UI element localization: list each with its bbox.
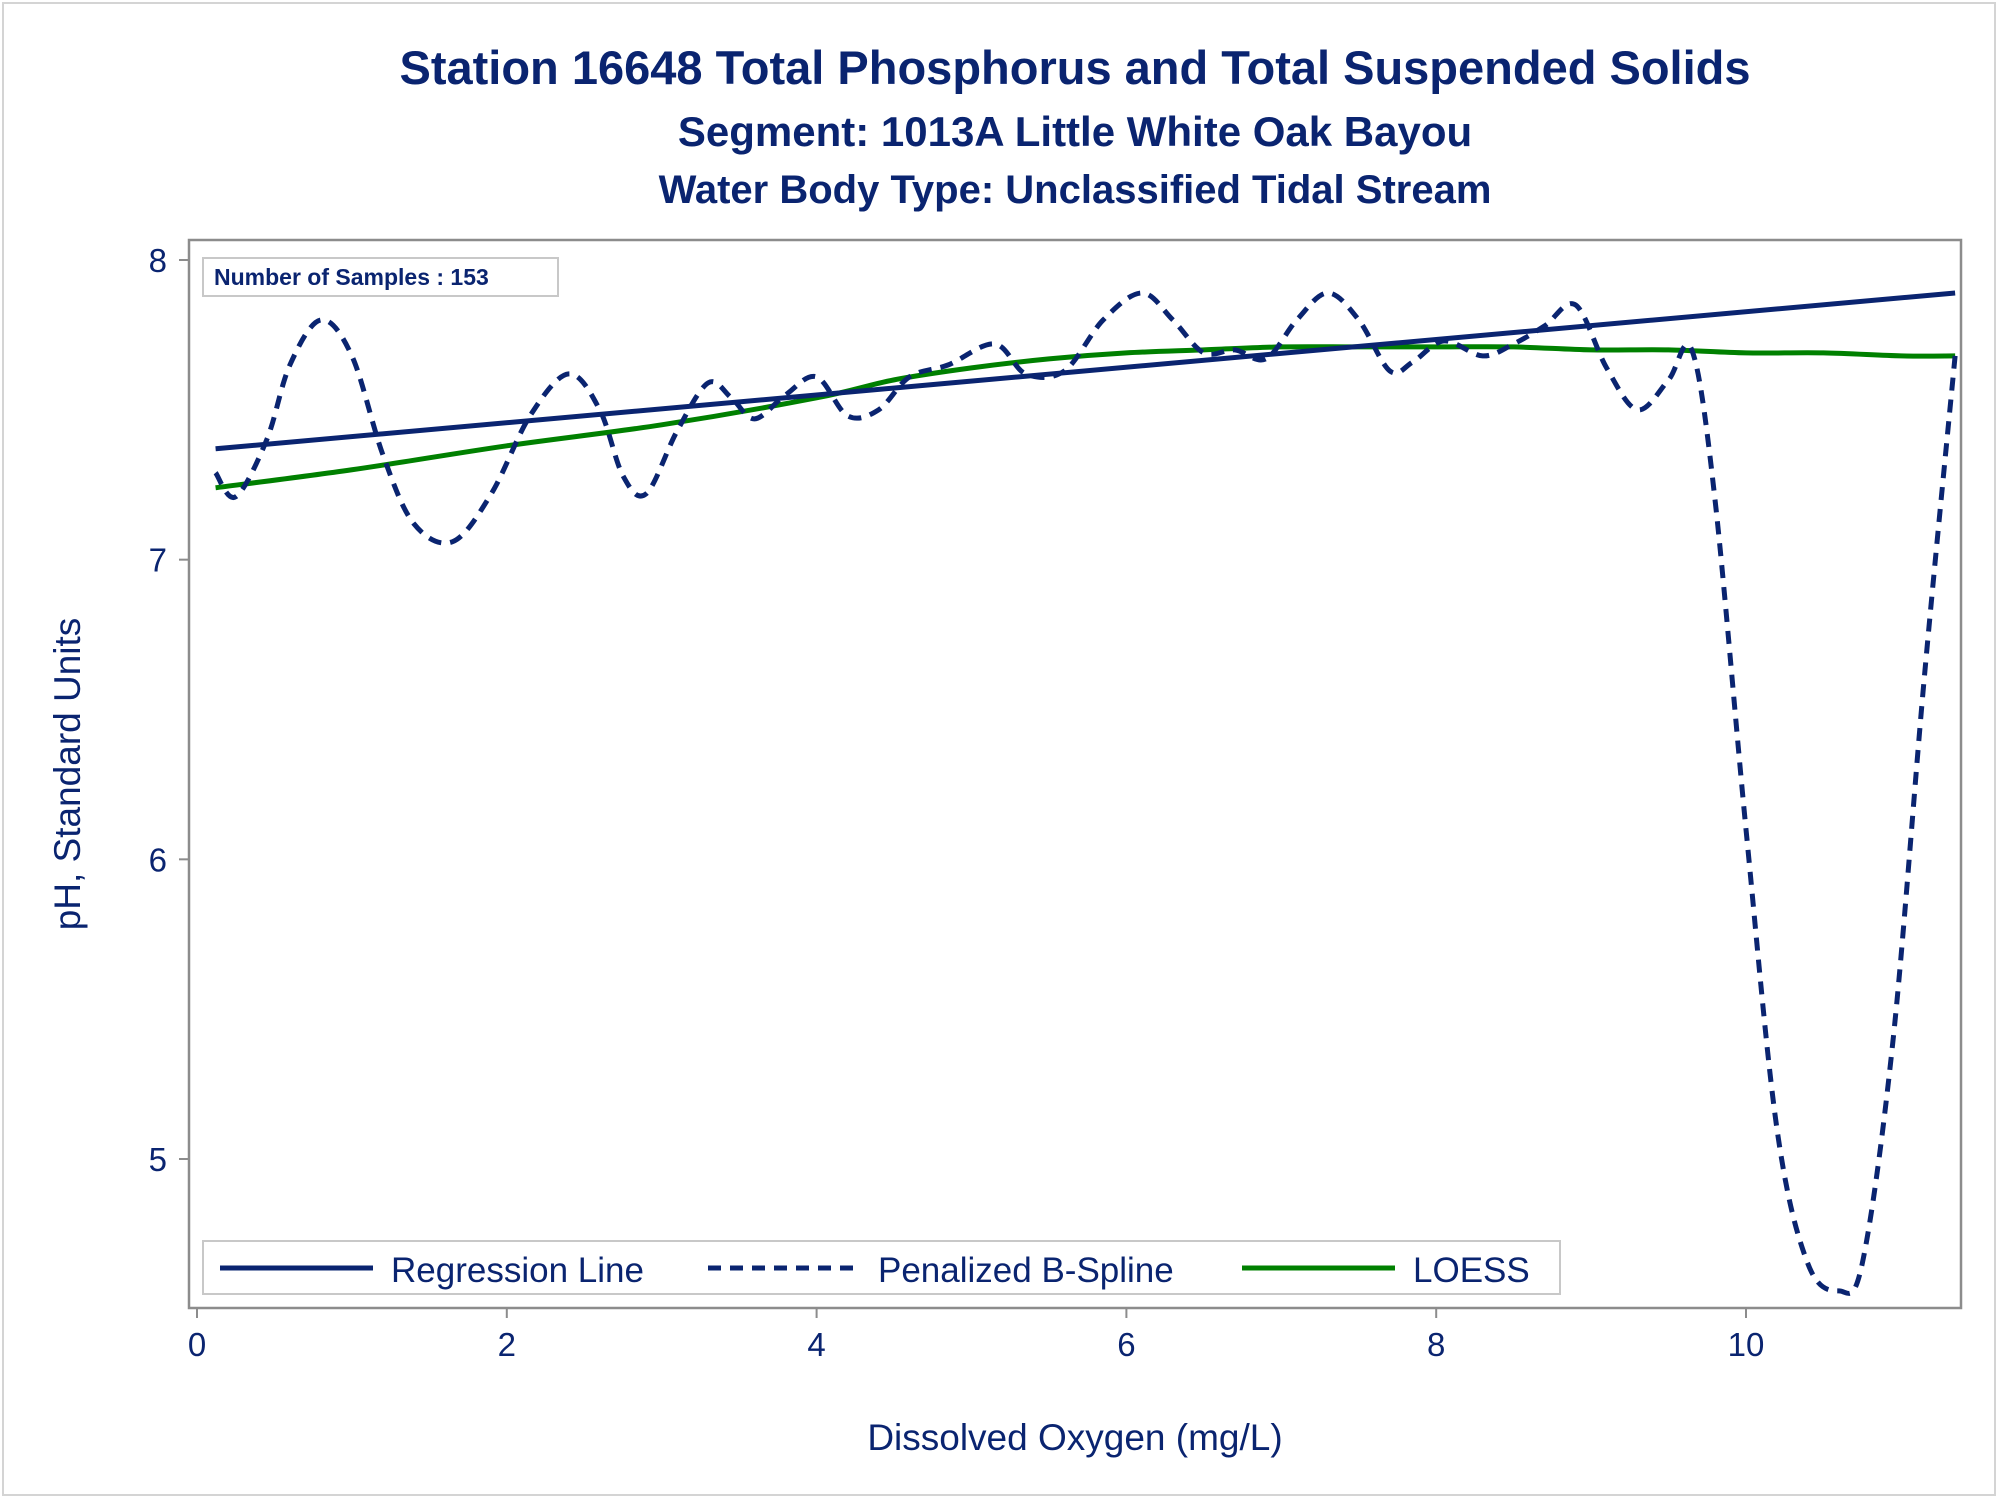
- sample-count-label: Number of Samples : 153: [214, 264, 489, 290]
- plot-area-border: [187, 238, 1963, 1310]
- x-axis-label: Dissolved Oxygen (mg/L): [867, 1417, 1282, 1458]
- legend-label-loess: LOESS: [1413, 1251, 1530, 1290]
- chart-title: Station 16648 Total Phosphorus and Total…: [399, 41, 1751, 94]
- y-tick-label: 5: [149, 1141, 167, 1178]
- sample-count-inset: Number of Samples : 153: [202, 257, 559, 297]
- x-tick-label: 2: [498, 1326, 516, 1363]
- legend-label-regression: Regression Line: [391, 1251, 644, 1290]
- x-tick-label: 8: [1427, 1326, 1445, 1363]
- x-tick-label: 10: [1728, 1326, 1765, 1363]
- y-tick-label: 7: [149, 542, 167, 579]
- x-tick-label: 4: [807, 1326, 825, 1363]
- legend-label-spline: Penalized B-Spline: [878, 1251, 1174, 1290]
- y-tick-label: 8: [149, 242, 167, 279]
- legend: Regression Line Penalized B-Spline LOESS: [202, 1240, 1561, 1295]
- y-tick-label: 6: [149, 841, 167, 878]
- regression-line: [215, 290, 1956, 452]
- series-layer: [213, 290, 1958, 1296]
- y-axis: 5 6 7 8: [149, 242, 189, 1178]
- x-tick-label: 6: [1117, 1326, 1135, 1363]
- x-axis: 0 2 4 6 8 10: [188, 1308, 1765, 1363]
- penalized-b-spline-line: [213, 290, 1958, 1296]
- loess-line: [215, 344, 1956, 491]
- sample-count-box: [202, 257, 559, 297]
- chart-subtitle: Segment: 1013A Little White Oak Bayou: [677, 108, 1473, 155]
- y-axis-label: pH, Standard Units: [47, 618, 88, 931]
- chart-subtitle-2: Water Body Type: Unclassified Tidal Stre…: [658, 168, 1492, 212]
- x-tick-label: 0: [188, 1326, 206, 1363]
